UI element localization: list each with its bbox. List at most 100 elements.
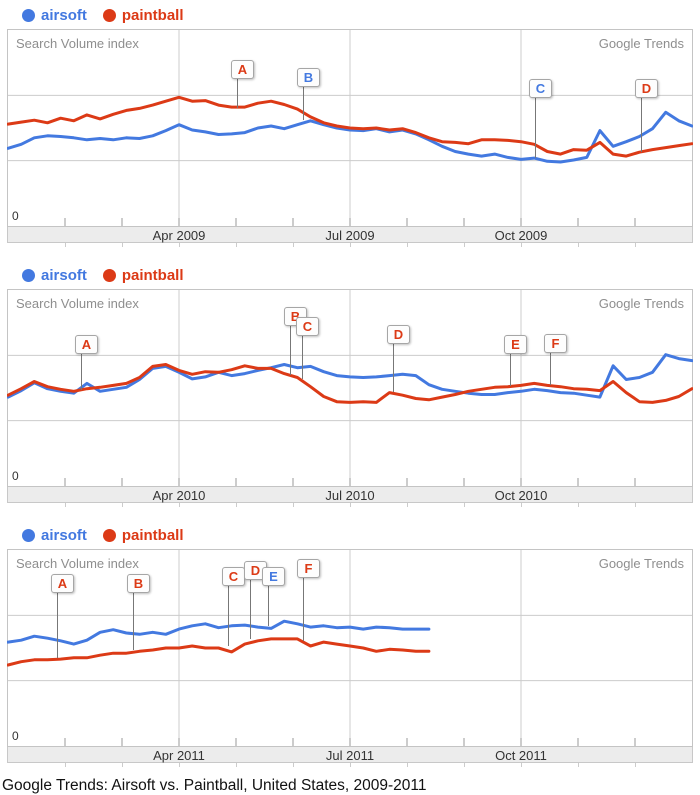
- google-trends-label: Google Trends: [598, 296, 684, 311]
- minor-tick: [407, 243, 408, 247]
- event-flag-A[interactable]: A: [51, 574, 74, 593]
- series-line-paintball: [7, 95, 693, 158]
- minor-tick: [407, 763, 408, 767]
- flag-stem-A: [237, 77, 238, 108]
- event-flag-C[interactable]: C: [529, 79, 552, 98]
- event-flag-B[interactable]: B: [297, 68, 320, 87]
- x-tick-jul: Jul 2011: [325, 748, 375, 763]
- flag-stem-A: [81, 352, 82, 390]
- x-tick-oct: Oct 2011: [495, 748, 547, 763]
- flag-stem-F: [550, 351, 551, 385]
- spacer: [0, 248, 700, 260]
- legend-entry-paintball: paintball: [102, 526, 184, 544]
- x-tick-jul: Jul 2010: [325, 488, 375, 503]
- legend-entry-airsoft: airsoft: [22, 527, 87, 544]
- event-flag-F[interactable]: F: [544, 334, 567, 353]
- x-tick-apr: Apr 2010: [152, 488, 206, 503]
- event-flag-D[interactable]: D: [635, 79, 658, 98]
- flag-stem-E: [268, 584, 269, 626]
- chart-canvas-2011: [7, 549, 693, 747]
- event-flag-C[interactable]: C: [222, 567, 245, 586]
- y-axis-zero-label: 0: [12, 729, 19, 743]
- minor-tick: [350, 243, 351, 247]
- flag-stem-D: [393, 342, 394, 392]
- minor-tick-strip: [7, 763, 693, 768]
- legend: airsoft paintball: [0, 520, 700, 549]
- minor-tick-strip: [7, 503, 693, 508]
- airsoft-dot-icon: [22, 8, 35, 22]
- legend-label-airsoft: airsoft: [41, 6, 87, 24]
- minor-tick: [464, 503, 465, 507]
- flag-stem-C: [228, 584, 229, 646]
- search-volume-index-label: Search Volume index: [16, 296, 139, 311]
- chart-canvas-2009: [7, 29, 693, 227]
- minor-tick-strip: [7, 243, 693, 248]
- y-axis-zero-label: 0: [12, 469, 19, 483]
- minor-tick: [293, 503, 294, 507]
- chart-canvas-2010: [7, 289, 693, 487]
- minor-tick: [65, 243, 66, 247]
- legend-label-paintball: paintball: [121, 526, 184, 544]
- minor-tick: [578, 763, 579, 767]
- flag-stem-D: [641, 96, 642, 152]
- event-flag-B[interactable]: B: [127, 574, 150, 593]
- minor-tick: [122, 763, 123, 767]
- y-axis-zero-label: 0: [12, 209, 19, 223]
- event-flag-A[interactable]: A: [231, 60, 254, 79]
- flag-stem-E: [510, 352, 511, 386]
- x-tick-oct: Oct 2009: [494, 228, 548, 243]
- event-flag-E[interactable]: E: [504, 335, 527, 354]
- minor-tick: [179, 243, 180, 247]
- minor-tick: [293, 243, 294, 247]
- x-tick-oct: Oct 2010: [494, 488, 548, 503]
- legend-label-paintball: paintball: [121, 6, 184, 24]
- series-line-airsoft: [7, 110, 693, 164]
- minor-tick: [179, 503, 180, 507]
- spacer: [0, 508, 700, 520]
- minor-tick: [236, 503, 237, 507]
- legend-label-paintball: paintball: [121, 266, 184, 284]
- minor-tick: [350, 503, 351, 507]
- minor-tick: [464, 763, 465, 767]
- minor-tick: [521, 763, 522, 767]
- minor-tick: [578, 503, 579, 507]
- trends-chart-2011: airsoft paintball Search Volume index Go…: [0, 520, 700, 768]
- event-flag-E[interactable]: E: [262, 567, 285, 586]
- minor-tick: [635, 243, 636, 247]
- flag-stem-B: [290, 324, 291, 375]
- flag-stem-A: [57, 591, 58, 658]
- flag-stem-C: [302, 334, 303, 379]
- search-volume-index-label: Search Volume index: [16, 556, 139, 571]
- event-flag-F[interactable]: F: [297, 559, 320, 578]
- minor-tick: [122, 503, 123, 507]
- event-flag-D[interactable]: D: [387, 325, 410, 344]
- minor-tick: [635, 503, 636, 507]
- minor-tick: [236, 243, 237, 247]
- minor-tick: [122, 243, 123, 247]
- legend: airsoft paintball: [0, 260, 700, 289]
- minor-tick: [65, 503, 66, 507]
- flag-stem-B: [303, 85, 304, 120]
- event-flag-C[interactable]: C: [296, 317, 319, 336]
- minor-tick: [179, 763, 180, 767]
- series-line-paintball: [7, 637, 431, 667]
- date-axis-band-2010: Apr 2010 Jul 2010 Oct 2010: [7, 487, 693, 503]
- x-tick-apr: Apr 2009: [152, 228, 206, 243]
- paintball-dot-icon: [102, 528, 116, 542]
- minor-tick: [521, 243, 522, 247]
- minor-tick: [350, 763, 351, 767]
- flag-stem-B: [133, 591, 134, 650]
- minor-tick: [521, 503, 522, 507]
- minor-tick: [578, 243, 579, 247]
- legend-entry-paintball: paintball: [102, 6, 184, 24]
- google-trends-label: Google Trends: [598, 556, 684, 571]
- legend-entry-paintball: paintball: [102, 266, 184, 284]
- paintball-dot-icon: [102, 8, 116, 22]
- legend-entry-airsoft: airsoft: [22, 267, 87, 284]
- figure-caption: Google Trends: Airsoft vs. Paintball, Un…: [2, 777, 427, 794]
- flag-stem-F: [303, 576, 304, 641]
- x-tick-apr: Apr 2011: [153, 748, 205, 763]
- event-flag-A[interactable]: A: [75, 335, 98, 354]
